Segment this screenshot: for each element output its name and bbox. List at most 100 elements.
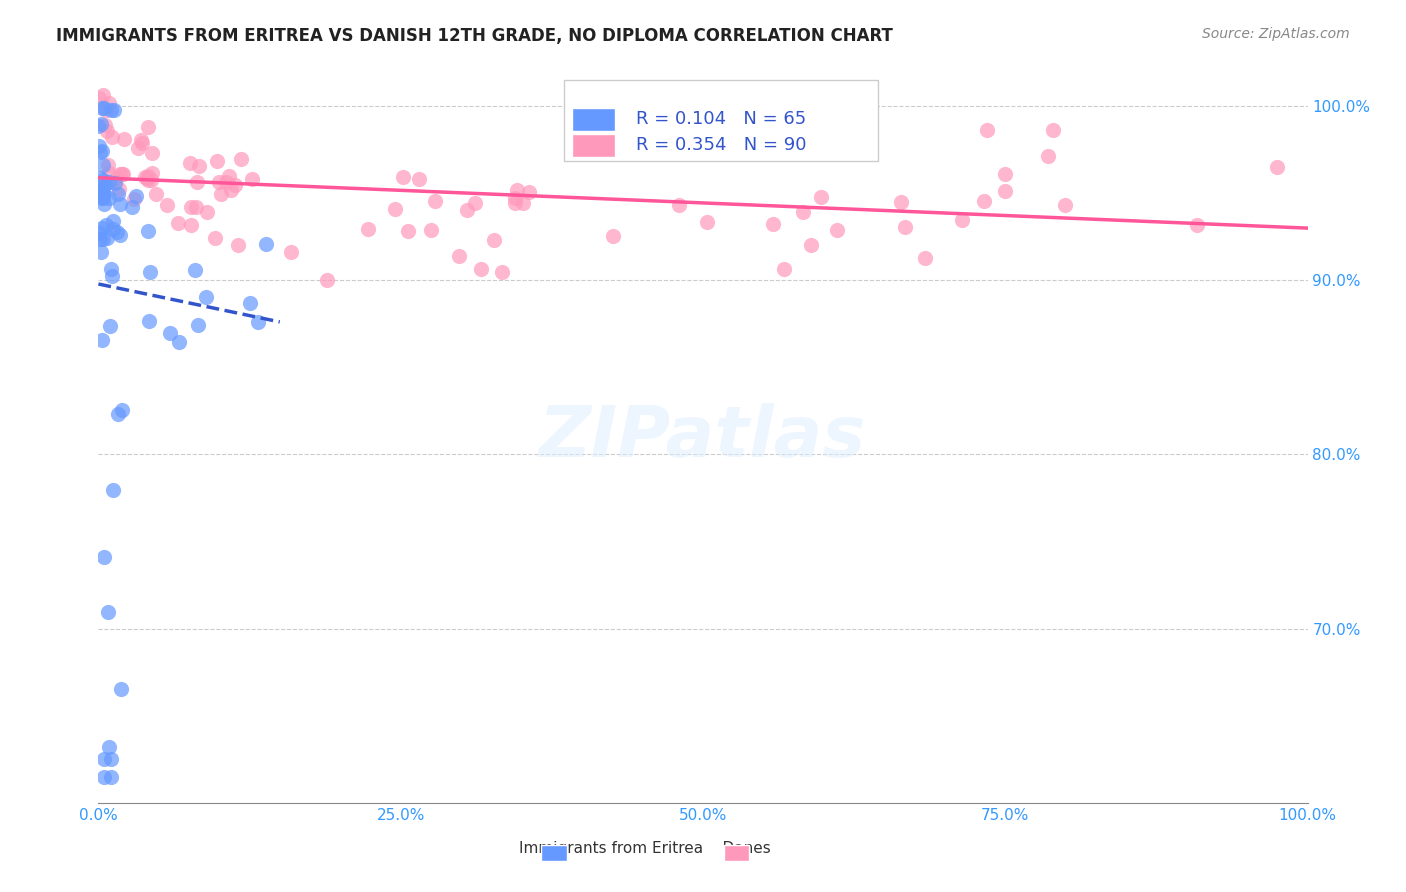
Text: Immigrants from Eritrea: Immigrants from Eritrea xyxy=(519,841,703,856)
Point xyxy=(90,220,112,235)
Point xyxy=(240,172,263,186)
Point xyxy=(159,326,181,340)
Point xyxy=(195,205,218,219)
Point xyxy=(91,333,114,347)
Point xyxy=(219,183,242,197)
Point xyxy=(89,232,111,246)
Point xyxy=(138,314,160,328)
Point xyxy=(254,237,277,252)
Point xyxy=(108,227,131,242)
Point xyxy=(98,739,121,754)
Point xyxy=(825,223,848,237)
Point xyxy=(482,234,505,248)
Point xyxy=(139,173,162,187)
Point xyxy=(773,262,796,277)
Point xyxy=(384,202,406,216)
Point xyxy=(110,196,132,211)
Point xyxy=(111,402,134,417)
Point xyxy=(94,177,117,191)
Point xyxy=(224,178,246,192)
Point xyxy=(98,166,121,180)
Point xyxy=(135,171,157,186)
Point xyxy=(976,123,998,137)
Point xyxy=(420,222,443,236)
Point xyxy=(994,167,1017,181)
Point xyxy=(107,187,129,202)
Point xyxy=(810,189,832,203)
Point xyxy=(136,169,159,184)
Point xyxy=(186,175,208,189)
Point xyxy=(105,225,128,239)
Point xyxy=(101,214,124,228)
Point xyxy=(93,770,115,784)
Point xyxy=(506,183,529,197)
Point xyxy=(89,171,111,186)
Text: IMMIGRANTS FROM ERITREA VS DANISH 12TH GRADE, NO DIPLOMA CORRELATION CHART: IMMIGRANTS FROM ERITREA VS DANISH 12TH G… xyxy=(56,27,893,45)
Point xyxy=(100,319,122,334)
Point xyxy=(87,226,110,240)
FancyBboxPatch shape xyxy=(572,108,614,131)
Point xyxy=(91,186,114,201)
Point xyxy=(96,124,118,138)
Point xyxy=(94,103,117,117)
Point xyxy=(280,244,302,259)
Point xyxy=(129,133,152,147)
Point xyxy=(110,681,132,696)
Point xyxy=(602,229,624,244)
Point xyxy=(105,171,128,186)
Point xyxy=(127,141,149,155)
Point xyxy=(112,132,135,146)
Point xyxy=(121,201,143,215)
Point xyxy=(762,217,785,231)
Point xyxy=(894,219,917,234)
Point xyxy=(696,215,718,229)
Point xyxy=(87,91,110,105)
Point xyxy=(183,262,205,277)
Point xyxy=(357,222,380,236)
Text: Danes: Danes xyxy=(703,841,770,856)
Point xyxy=(90,101,112,115)
Point xyxy=(100,268,122,283)
Point xyxy=(91,191,114,205)
Point xyxy=(503,191,526,205)
Point xyxy=(180,218,202,232)
Point xyxy=(94,218,117,232)
Point xyxy=(93,197,115,211)
Point xyxy=(145,187,167,202)
Point xyxy=(226,237,249,252)
Point xyxy=(447,249,470,263)
Point xyxy=(136,223,159,237)
Point xyxy=(890,195,912,210)
Point xyxy=(316,272,339,286)
Point xyxy=(215,175,238,189)
Point xyxy=(90,117,112,131)
Point xyxy=(98,95,121,110)
Point xyxy=(91,182,114,196)
Point xyxy=(167,216,190,230)
Point xyxy=(209,187,232,202)
Point xyxy=(91,189,114,203)
Point xyxy=(134,170,156,185)
Point xyxy=(124,192,146,206)
Point xyxy=(1042,122,1064,136)
FancyBboxPatch shape xyxy=(572,134,614,157)
Point xyxy=(111,168,134,182)
Point xyxy=(100,770,122,784)
Point xyxy=(204,231,226,245)
Text: Source: ZipAtlas.com: Source: ZipAtlas.com xyxy=(1202,27,1350,41)
Point xyxy=(800,237,823,252)
Point xyxy=(179,156,201,170)
Point xyxy=(456,202,478,217)
Point xyxy=(97,605,120,619)
Point xyxy=(519,185,541,199)
Point xyxy=(180,200,202,214)
Point xyxy=(187,318,209,332)
Point xyxy=(792,205,814,219)
Point xyxy=(914,251,936,265)
Point xyxy=(93,752,115,766)
Point xyxy=(208,175,231,189)
Point xyxy=(93,118,115,132)
Point xyxy=(187,159,209,173)
Point xyxy=(1036,149,1059,163)
Point xyxy=(90,244,112,259)
